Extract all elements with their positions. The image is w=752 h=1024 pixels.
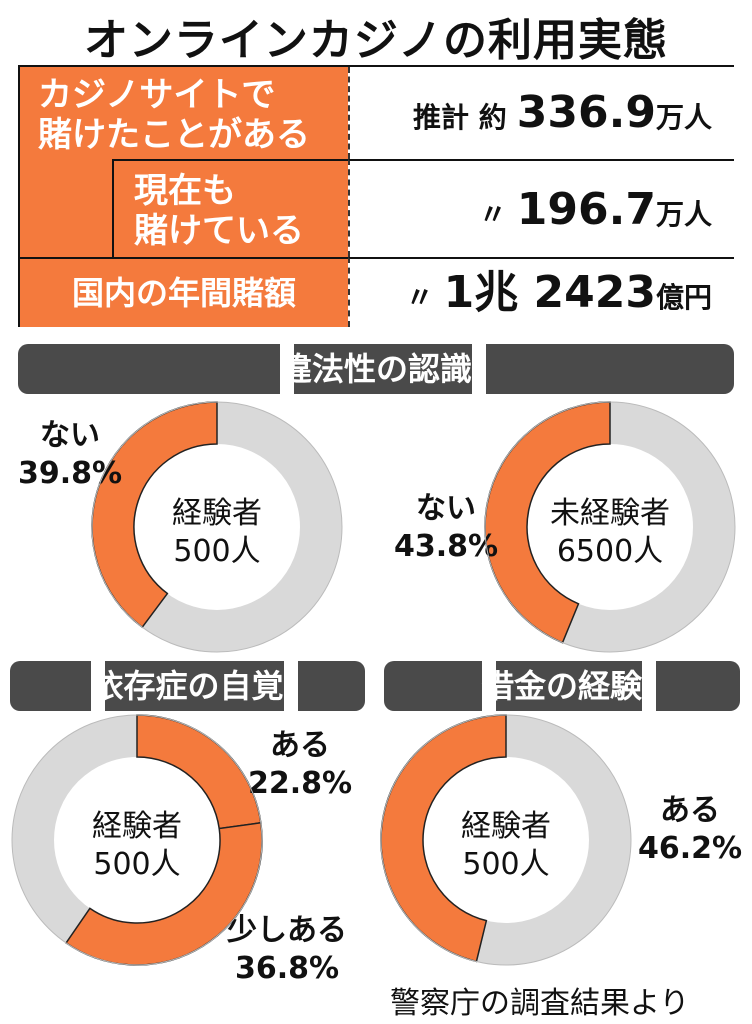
section-banner-debt: 借金の経験 bbox=[384, 661, 740, 711]
slice-value-label: 39.8% bbox=[18, 456, 122, 491]
slice-label: ある bbox=[270, 728, 330, 763]
stat-label-current: 現在も 賭けている bbox=[112, 159, 348, 257]
slice-value-label: 36.8% bbox=[235, 951, 339, 986]
section-banner-recognition: 違法性の認識 bbox=[18, 344, 734, 394]
page-title: オンラインカジノの利用実態 bbox=[83, 15, 669, 66]
stat-number: 196.7 bbox=[516, 184, 656, 235]
donut-center-count: 500人 bbox=[173, 534, 260, 569]
stat-value-annual: 〃 1兆 2423億円 bbox=[348, 257, 734, 327]
stat-unit: 万人 bbox=[655, 198, 712, 231]
stat-label-indent bbox=[20, 159, 112, 257]
stat-value-ever: 推計 約 336.9万人 bbox=[348, 67, 734, 159]
stat-prefix: 〃 bbox=[405, 281, 434, 314]
slice-label: ない bbox=[416, 491, 476, 526]
stat-prefix: 〃 bbox=[478, 198, 507, 231]
donut-center-count: 500人 bbox=[93, 847, 180, 882]
slice-value-label: 22.8% bbox=[248, 766, 352, 801]
slice-label: 少しある bbox=[227, 913, 347, 948]
donut-center-label: 経験者 bbox=[172, 496, 262, 531]
slice-label: ない bbox=[40, 418, 100, 453]
stat-unit: 億円 bbox=[655, 281, 712, 314]
slice-value-label: 43.8% bbox=[394, 529, 498, 564]
stat-number: 1兆 2423 bbox=[443, 267, 656, 318]
donut-outline bbox=[484, 401, 736, 653]
stat-label-annual: 国内の年間賭額 bbox=[20, 257, 348, 327]
donut-center-label: 経験者 bbox=[461, 809, 551, 844]
slice-value-label: 46.2% bbox=[638, 831, 742, 866]
stat-value-current: 〃 196.7万人 bbox=[348, 159, 734, 257]
stat-unit: 万人 bbox=[655, 101, 712, 134]
stat-label-ever: カジノサイトで 賭けたことがある bbox=[20, 67, 348, 159]
stat-prefix: 推計 約 bbox=[413, 101, 507, 134]
donut-outline bbox=[11, 714, 263, 966]
donut-center-count: 6500人 bbox=[557, 534, 663, 569]
section-banner-dependency: 依存症の自覚 bbox=[10, 661, 365, 711]
stats-table: カジノサイトで 賭けたことがある 現在も 賭けている 国内の年間賭額 推計 約 336… bbox=[18, 65, 734, 327]
donut-center-label: 未経験者 bbox=[550, 496, 670, 531]
slice-label: ある bbox=[660, 793, 720, 828]
stat-number: 336.9 bbox=[516, 87, 656, 138]
source-note: 警察庁の調査結果より bbox=[390, 986, 690, 1021]
donut-center-count: 500人 bbox=[462, 847, 549, 882]
donut-outline bbox=[91, 401, 343, 653]
donut-center-label: 経験者 bbox=[92, 809, 182, 844]
donut-outline bbox=[380, 714, 632, 966]
